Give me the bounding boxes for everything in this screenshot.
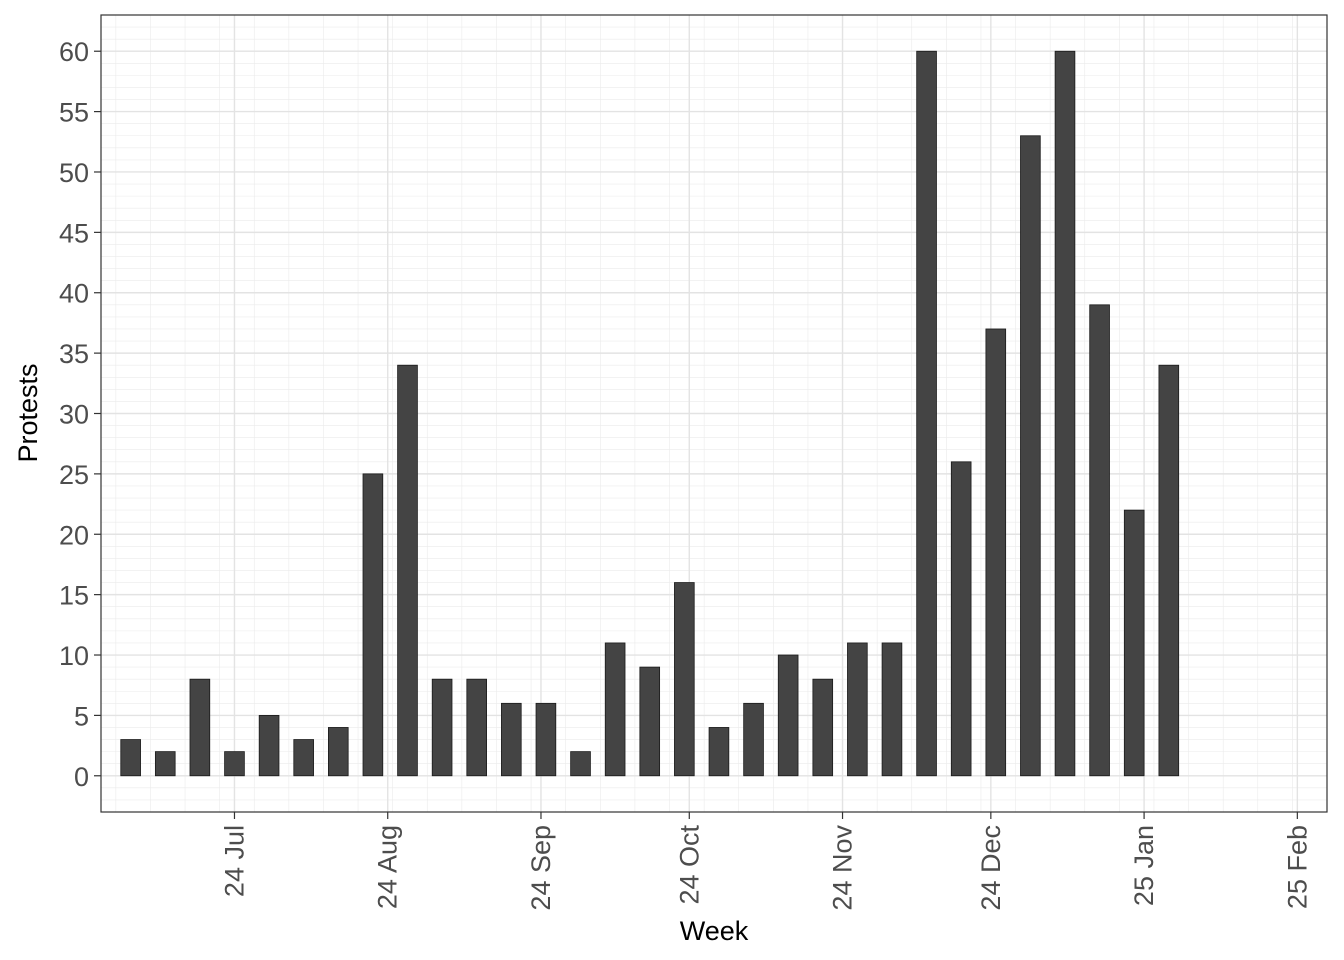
y-tick-label: 50 <box>59 158 89 188</box>
y-tick-label: 20 <box>59 520 89 550</box>
x-axis: 24 Jul 24 Aug 24 Sep 24 Oct 24 Nov 24 Dec 25 J… <box>219 812 1312 911</box>
bar <box>431 678 453 777</box>
bar <box>743 702 764 777</box>
y-tick-label: 10 <box>59 641 89 671</box>
bar <box>1158 364 1180 777</box>
y-tick-label: 5 <box>74 701 89 731</box>
x-tick-label: 24 Aug <box>373 825 403 909</box>
y-axis-title: Protests <box>13 363 43 462</box>
bar <box>258 714 280 777</box>
y-tick-label: 25 <box>59 460 89 490</box>
bar <box>708 727 730 777</box>
bar <box>639 666 661 777</box>
y-tick-label: 30 <box>59 400 89 430</box>
bar <box>950 461 972 777</box>
bar <box>604 642 626 777</box>
y-tick-label: 15 <box>59 581 89 611</box>
bar <box>224 751 245 777</box>
bar <box>812 678 834 777</box>
bar <box>881 642 903 777</box>
x-tick-label: 25 Jan <box>1129 825 1159 906</box>
bar <box>293 739 314 777</box>
bar <box>985 328 1007 777</box>
bar <box>674 582 695 777</box>
x-axis-title: Week <box>680 916 749 946</box>
bar <box>189 678 211 777</box>
bar <box>466 678 487 777</box>
bars-group <box>120 50 1180 777</box>
bar <box>397 364 418 777</box>
y-tick-label: 55 <box>59 98 89 128</box>
bar <box>1020 135 1041 777</box>
y-tick-label: 60 <box>59 37 89 67</box>
bar <box>1089 304 1110 777</box>
bar <box>154 751 176 777</box>
y-tick-label: 40 <box>59 279 89 309</box>
bar <box>847 642 868 777</box>
y-tick-label: 45 <box>59 218 89 248</box>
x-tick-label: 25 Feb <box>1282 825 1312 909</box>
major-gridlines <box>101 15 1327 812</box>
y-tick-label: 0 <box>74 762 89 792</box>
bar <box>362 473 384 777</box>
bar <box>501 702 522 777</box>
bar <box>570 751 591 777</box>
bar <box>916 50 937 777</box>
x-tick-label: 24 Dec <box>976 825 1006 911</box>
x-tick-label: 24 Jul <box>219 825 249 897</box>
bar <box>1054 50 1076 777</box>
x-tick-label: 24 Nov <box>828 825 858 911</box>
bar <box>1123 509 1145 777</box>
bar <box>777 654 799 777</box>
bar <box>120 739 141 777</box>
y-axis: 0 5 10 15 20 25 30 35 40 45 50 55 60 <box>59 37 101 792</box>
bar <box>328 727 349 777</box>
bar <box>535 702 557 777</box>
x-tick-label: 24 Oct <box>674 825 704 905</box>
y-tick-label: 35 <box>59 339 89 369</box>
x-tick-label: 24 Sep <box>526 825 556 911</box>
